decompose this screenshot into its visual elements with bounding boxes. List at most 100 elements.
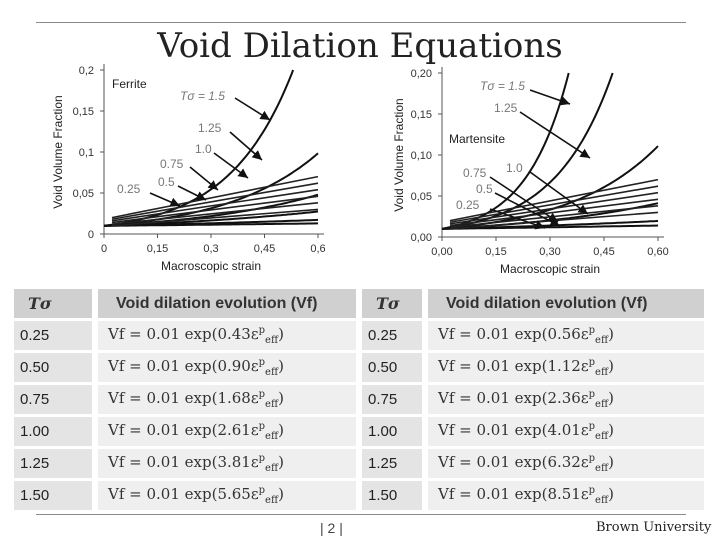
- arrow-mark: [529, 89, 571, 106]
- x-tick-label: 0: [101, 243, 107, 255]
- series-label: 0.75: [160, 157, 184, 171]
- series-line: [104, 222, 318, 227]
- equation-close: ): [278, 421, 284, 439]
- equation-close: ): [608, 421, 614, 439]
- equation-close: ): [278, 389, 284, 407]
- y-tick-label: 0,1: [79, 147, 94, 159]
- series-line: [449, 198, 659, 227]
- equation-text: Vf = 0.01 exp(6.32ε: [438, 453, 589, 471]
- series-label: 0.5: [476, 182, 493, 196]
- equation-superscript: p: [588, 421, 596, 432]
- series-line: [111, 208, 319, 227]
- tsigma-cell: 0.50: [14, 353, 92, 382]
- equation-cell: Vf = 0.01 exp(3.81εpeff): [98, 449, 356, 478]
- tsigma-cell: 1.00: [14, 417, 92, 446]
- equation-cell: Vf = 0.01 exp(0.56εpeff): [428, 321, 704, 350]
- equation-cell: Vf = 0.01 exp(0.90εpeff): [98, 353, 356, 382]
- arrow-mark: [149, 192, 181, 207]
- series-line: [111, 182, 319, 221]
- void-dilation-table-right: Tσ Void dilation evolution (Vf) 0.25 Vf =…: [362, 286, 704, 513]
- y-tick-label: 0,05: [73, 188, 94, 200]
- y-tick-label: 0: [88, 229, 94, 241]
- table-row: 1.00 Vf = 0.01 exp(4.01εpeff): [362, 417, 704, 446]
- arrow-mark: [519, 111, 591, 159]
- equation-text: Vf = 0.01 exp(0.43ε: [108, 325, 259, 343]
- equation-text: Vf = 0.01 exp(4.01ε: [438, 421, 589, 439]
- arrow-mark: [489, 208, 546, 230]
- table-row: 1.00 Vf = 0.01 exp(2.61εpeff): [14, 417, 356, 446]
- x-axis-title: Macroscopic strain: [161, 259, 261, 273]
- table-header-row: Tσ Void dilation evolution (Vf): [14, 289, 356, 318]
- series-line: [111, 202, 319, 225]
- equation-subscript: eff: [595, 335, 609, 346]
- series-line: [449, 178, 659, 222]
- chart-annotation: Martensite: [449, 132, 505, 146]
- arrow-mark: [177, 185, 207, 201]
- equation-text: Vf = 0.01 exp(5.65ε: [108, 485, 259, 503]
- arrow-mark: [229, 131, 263, 161]
- equation-subscript: eff: [265, 399, 279, 410]
- equation-subscript: eff: [265, 463, 279, 474]
- series-label: Tσ = 1.5: [480, 79, 525, 93]
- equation-subscript: eff: [265, 335, 279, 346]
- y-axis-title: Void Volume Fraction: [51, 95, 65, 208]
- series-line: [442, 224, 659, 230]
- chart-annotation: Ferrite: [112, 77, 147, 91]
- y-tick-label: 0,15: [73, 106, 94, 118]
- void-dilation-header: Void dilation evolution (Vf): [98, 289, 356, 318]
- void-dilation-table-left: Tσ Void dilation evolution (Vf) 0.25 Vf =…: [14, 286, 356, 513]
- x-tick-label: 0,30: [539, 246, 560, 258]
- tsigma-cell: 0.25: [14, 321, 92, 350]
- tsigma-cell: 1.00: [362, 417, 422, 446]
- equation-subscript: eff: [265, 367, 279, 378]
- tsigma-cell: 0.50: [362, 353, 422, 382]
- ferrite-chart: 0 0,15 0,3 0,45 0,6 0 0,05 0,1 0,15 0,2 Macroscopi…: [51, 64, 326, 273]
- table-row: 1.50 Vf = 0.01 exp(5.65εpeff): [14, 481, 356, 510]
- equation-subscript: eff: [595, 495, 609, 506]
- equation-cell: Vf = 0.01 exp(6.32εpeff): [428, 449, 704, 478]
- y-tick-label: 0,15: [411, 109, 432, 121]
- equation-subscript: eff: [595, 399, 609, 410]
- equation-close: ): [608, 357, 614, 375]
- equation-text: Vf = 0.01 exp(2.36ε: [438, 389, 589, 407]
- equation-superscript: p: [258, 357, 266, 368]
- arrow-mark: [494, 192, 561, 227]
- equation-text: Vf = 0.01 exp(8.51ε: [438, 485, 589, 503]
- equation-close: ): [608, 453, 614, 471]
- series-label: 1.25: [494, 101, 518, 115]
- equation-text: Vf = 0.01 exp(1.68ε: [108, 389, 259, 407]
- x-tick-label: 0,00: [431, 246, 452, 258]
- table-row: 0.50 Vf = 0.01 exp(0.90εpeff): [14, 353, 356, 382]
- x-tick-label: 0,15: [147, 243, 168, 255]
- equation-text: Vf = 0.01 exp(0.56ε: [438, 325, 589, 343]
- arrow-mark: [189, 166, 219, 191]
- tsigma-header: Tσ: [14, 289, 92, 318]
- tsigma-cell: 1.25: [362, 449, 422, 478]
- martensite-chart: 0,00 0,15 0,30 0,45 0,60 0,00 0,05 0,10 0,15 0,20…: [392, 67, 669, 276]
- bottom-rule: [36, 514, 686, 515]
- tsigma-header: Tσ: [362, 289, 422, 318]
- equation-text: Vf = 0.01 exp(2.61ε: [108, 421, 259, 439]
- tsigma-cell: 1.25: [14, 449, 92, 478]
- table-row: 0.75 Vf = 0.01 exp(1.68εpeff): [14, 385, 356, 414]
- arrow-mark: [213, 152, 249, 179]
- equation-superscript: p: [588, 485, 596, 496]
- equation-close: ): [608, 325, 614, 343]
- tsigma-cell: 1.50: [362, 481, 422, 510]
- series-label: 0.25: [456, 198, 480, 212]
- y-tick-label: 0,05: [411, 191, 432, 203]
- equation-subscript: eff: [595, 463, 609, 474]
- series-label: 0.5: [158, 175, 175, 189]
- equation-cell: Vf = 0.01 exp(0.43εpeff): [98, 321, 356, 350]
- x-tick-label: 0,6: [310, 243, 325, 255]
- table-row: 1.25 Vf = 0.01 exp(3.81εpeff): [14, 449, 356, 478]
- series-label: 0.75: [463, 166, 487, 180]
- tsigma-cell: 1.50: [14, 481, 92, 510]
- x-tick-label: 0,45: [254, 243, 275, 255]
- brand-label: Brown University: [596, 520, 712, 535]
- y-tick-label: 0,2: [79, 65, 94, 77]
- table-header-row: Tσ Void dilation evolution (Vf): [362, 289, 704, 318]
- equation-cell: Vf = 0.01 exp(5.65εpeff): [98, 481, 356, 510]
- x-tick-label: 0,45: [593, 246, 614, 258]
- arrow-mark: [489, 176, 559, 223]
